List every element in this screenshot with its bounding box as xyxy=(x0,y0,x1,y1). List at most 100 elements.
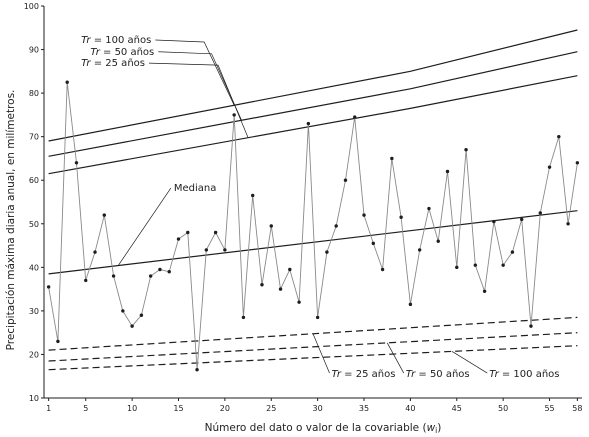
data-point xyxy=(566,222,570,226)
annotation-variable: Tr xyxy=(90,47,100,58)
data-series-line xyxy=(48,82,578,370)
data-point xyxy=(353,115,357,119)
leader-line xyxy=(148,62,249,138)
data-point xyxy=(74,161,79,165)
data-point xyxy=(260,283,264,287)
tr-25-a-os-dashed-line xyxy=(48,316,578,351)
x-axis-title-text: Número del dato o valor de la covariable… xyxy=(205,422,427,434)
data-point xyxy=(362,213,366,217)
data-points xyxy=(46,80,580,372)
data-point xyxy=(111,274,116,278)
x-axis-title: Número del dato o valor de la covariable… xyxy=(205,422,442,435)
data-point xyxy=(343,178,348,182)
data-point xyxy=(139,313,144,317)
data-point xyxy=(538,211,542,215)
annotation-variable: Tr xyxy=(81,58,91,69)
data-point xyxy=(427,206,431,211)
x-axis-title-close: ) xyxy=(437,422,441,434)
x-tick-label: 30 xyxy=(313,404,323,413)
annotation-label: Tr = 100 años xyxy=(489,369,559,380)
data-point xyxy=(445,169,450,174)
x-tick-label: 10 xyxy=(127,404,137,413)
x-tick-label: 25 xyxy=(266,404,276,413)
annotation-variable: Tr xyxy=(332,369,342,380)
annotation-label: Tr = 100 años xyxy=(81,35,151,46)
data-point xyxy=(436,239,440,243)
y-tick-label: 90 xyxy=(29,46,39,55)
data-point xyxy=(390,156,394,161)
data-point xyxy=(176,237,181,241)
data-point xyxy=(232,113,236,117)
data-point xyxy=(46,285,51,289)
x-tick-label: 50 xyxy=(498,404,508,413)
y-tick-label: 50 xyxy=(29,220,39,229)
annotation-label: Tr = 50 años xyxy=(90,47,154,58)
x-tick-label: 40 xyxy=(405,404,415,413)
data-point xyxy=(251,193,255,198)
data-point xyxy=(167,269,171,274)
x-tick-label: 35 xyxy=(359,404,369,413)
x-tick-label: 45 xyxy=(452,404,462,413)
x-axis-ticks: 1 5 10 15 20 25 30 35 40 45 50 55 58 xyxy=(46,398,582,413)
data-point xyxy=(297,300,301,304)
data-point xyxy=(278,287,283,291)
annotation-text: = 25 años xyxy=(341,369,395,380)
y-tick-label: 40 xyxy=(29,263,39,272)
x-tick-label: 1 xyxy=(46,404,51,413)
annotation-text: = 50 años xyxy=(100,47,154,58)
data-point xyxy=(223,248,227,252)
tr-100-a-os-dashed-line xyxy=(48,345,578,371)
data-point xyxy=(529,324,533,328)
y-tick-label: 30 xyxy=(29,307,39,316)
data-point xyxy=(102,213,106,217)
data-point xyxy=(186,230,190,235)
data-point xyxy=(325,250,329,254)
plot-frame xyxy=(43,6,582,399)
tr-25-a-os-solid-line xyxy=(48,75,578,175)
y-tick-label: 70 xyxy=(29,133,39,142)
data-point xyxy=(148,274,153,278)
y-tick-label: 10 xyxy=(29,394,39,403)
x-tick-label: 15 xyxy=(173,404,183,413)
data-point xyxy=(158,267,162,272)
annotation-label: Mediana xyxy=(174,183,217,194)
leader-line xyxy=(312,333,330,374)
data-point xyxy=(213,230,218,235)
data-point xyxy=(520,217,524,222)
data-point xyxy=(547,165,552,169)
y-tick-label: 20 xyxy=(29,350,39,359)
leader-line xyxy=(451,351,488,374)
data-point xyxy=(492,219,496,224)
data-point xyxy=(557,134,561,139)
data-point xyxy=(501,263,505,267)
data-polyline xyxy=(48,82,578,370)
data-point xyxy=(288,267,292,272)
data-point xyxy=(269,224,273,228)
data-point xyxy=(482,289,487,293)
leader-line xyxy=(386,342,405,374)
data-point xyxy=(464,148,468,152)
y-tick-label: 100 xyxy=(24,2,39,11)
y-axis-ticks: 10 20 30 40 50 60 70 80 90 100 xyxy=(24,2,44,403)
annotation-variable: Tr xyxy=(406,369,416,380)
x-axis-title-subscript: i xyxy=(435,426,437,435)
data-point xyxy=(121,309,125,313)
annotation-text: = 25 años xyxy=(91,58,145,69)
data-point xyxy=(241,315,246,320)
data-point xyxy=(315,315,320,320)
data-point xyxy=(473,263,478,267)
data-point xyxy=(84,278,88,283)
data-point xyxy=(56,339,60,344)
leader-line xyxy=(117,187,172,266)
data-point xyxy=(455,265,459,270)
data-point xyxy=(93,250,97,254)
data-point xyxy=(399,215,403,219)
annotation-text: = 100 años xyxy=(499,369,560,380)
data-point xyxy=(380,267,385,272)
data-point xyxy=(204,248,209,252)
x-tick-label: 58 xyxy=(572,404,582,413)
data-point xyxy=(334,224,338,228)
